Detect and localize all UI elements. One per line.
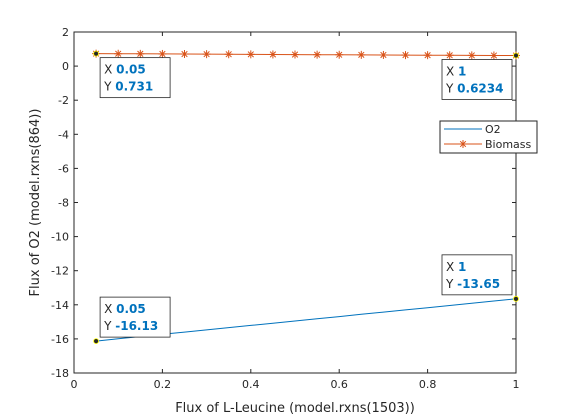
datatip-y-key: Y [445, 277, 457, 291]
datatip-x-row: X 1 [446, 64, 466, 78]
y-tick-label: -6 [58, 162, 69, 175]
x-tick-label: 0 [71, 378, 78, 391]
y-tick-label: -4 [58, 128, 69, 141]
legend[interactable]: O2 Biomass [440, 121, 537, 153]
datatip-marker [514, 53, 519, 58]
y-tick-label: 0 [62, 60, 69, 73]
datatip[interactable]: X 1Y -13.65 [442, 255, 519, 301]
legend-biomass-marker [459, 140, 467, 148]
datatip-y-row: Y 0.731 [103, 80, 153, 94]
datatip-y-key: Y [103, 319, 115, 333]
y-tick-label: -2 [58, 94, 69, 107]
y-tick-label: -14 [51, 299, 69, 312]
legend-biomass-label: Biomass [485, 138, 532, 151]
datatip-marker [514, 296, 519, 301]
datatip-y-value: -16.13 [115, 319, 158, 333]
data-point-biomass [335, 51, 343, 59]
datatip-marker [94, 339, 99, 344]
data-point-biomass [446, 51, 454, 59]
x-tick-label: 0.2 [154, 378, 172, 391]
y-tick-label: -12 [51, 265, 69, 278]
data-point-biomass [291, 51, 299, 59]
data-point-biomass [490, 51, 498, 59]
datatip-y-row: Y -16.13 [103, 319, 158, 333]
x-tick-label: 1 [513, 378, 520, 391]
data-point-biomass [181, 50, 189, 58]
datatip-marker [94, 51, 99, 56]
datatip-x-value: 1 [458, 64, 466, 78]
y-tick-label: 2 [62, 26, 69, 39]
datatip[interactable]: X 1Y 0.6234 [442, 53, 519, 100]
datatip-y-value: 0.731 [115, 80, 153, 94]
data-point-biomass [313, 51, 321, 59]
datatip-y-row: Y 0.6234 [445, 81, 503, 95]
datatip-x-row: X 0.05 [104, 302, 146, 316]
datatip-x-value: 1 [458, 260, 466, 274]
datatip[interactable]: X 0.05Y -16.13 [94, 297, 171, 344]
datatip-y-value: 0.6234 [457, 81, 503, 95]
datatip[interactable]: X 0.05Y 0.731 [94, 51, 171, 98]
datatip-y-key: Y [445, 81, 457, 95]
data-point-biomass [468, 51, 476, 59]
datatip-x-key: X [446, 260, 458, 274]
y-tick-label: -8 [58, 197, 69, 210]
datatip-x-key: X [104, 302, 116, 316]
y-tick-label: -10 [51, 231, 69, 244]
datatip-x-value: 0.05 [116, 302, 146, 316]
data-point-biomass [247, 50, 255, 58]
datatip-x-row: X 1 [446, 260, 466, 274]
y-axis-label: Flux of O2 (model.rxns(864)) [28, 109, 43, 297]
datatip-y-value: -13.65 [457, 277, 500, 291]
data-point-biomass [424, 51, 432, 59]
y-tick-label: -18 [51, 367, 69, 380]
legend-biomass-asterisk [459, 140, 467, 148]
datatip-y-key: Y [103, 80, 115, 94]
data-point-biomass [269, 50, 277, 58]
datatip-x-key: X [446, 64, 458, 78]
datatip-x-row: X 0.05 [104, 63, 146, 77]
datatip-x-key: X [104, 63, 116, 77]
datatip-x-value: 0.05 [116, 63, 146, 77]
data-point-biomass [225, 50, 233, 58]
data-point-biomass [357, 51, 365, 59]
data-point-biomass [379, 51, 387, 59]
y-tick-label: -16 [51, 333, 69, 346]
legend-o2-label: O2 [485, 123, 501, 136]
data-point-biomass [402, 51, 410, 59]
x-axis-label: Flux of L-Leucine (model.rxns(1503)) [175, 401, 415, 416]
data-point-biomass [136, 50, 144, 58]
x-tick-label: 0.6 [330, 378, 348, 391]
x-tick-label: 0.8 [419, 378, 437, 391]
x-tick-label: 0.4 [242, 378, 260, 391]
datatip-y-row: Y -13.65 [445, 277, 500, 291]
